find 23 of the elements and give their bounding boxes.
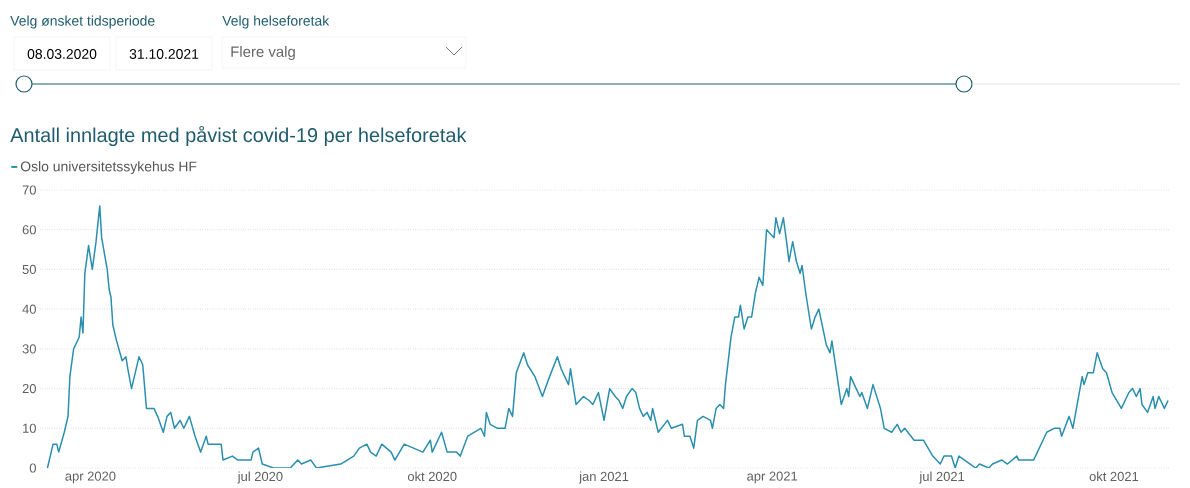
x-tick-label: okt 2021 [1089, 471, 1139, 482]
chart-title: Antall innlagte med påvist covid-19 per helseforetak [10, 125, 467, 147]
x-tick-label: jan 2021 [578, 471, 629, 484]
text: Velg helseforetak [222, 15, 330, 29]
y-tick-label: 30 [22, 344, 36, 354]
legend-label: Oslo universitetssykehus HF [20, 161, 197, 175]
x-tick-label: jul 2021 [919, 471, 965, 484]
text: 31.10.2021 [129, 49, 199, 59]
line-series [46, 205, 1169, 468]
y-tick-label: 60 [22, 225, 36, 235]
y-tick-label: 40 [22, 304, 36, 314]
y-tick-label: 50 [22, 264, 36, 275]
x-tick-label: jul 2020 [237, 471, 283, 484]
y-tick-label: 20 [22, 383, 36, 394]
x-tick-label: apr 2021 [747, 471, 798, 484]
y-tick-label: 0 [29, 463, 36, 473]
x-tick-label: apr 2020 [65, 471, 116, 484]
text: 08.03.2020 [27, 49, 97, 59]
x-tick-label: okt 2020 [407, 471, 457, 482]
y-tick-label: 70 [22, 185, 36, 195]
text: Velg ønsket tidsperiode [10, 15, 155, 29]
text: Flere valg [231, 46, 295, 60]
y-tick-label: 10 [23, 423, 36, 433]
